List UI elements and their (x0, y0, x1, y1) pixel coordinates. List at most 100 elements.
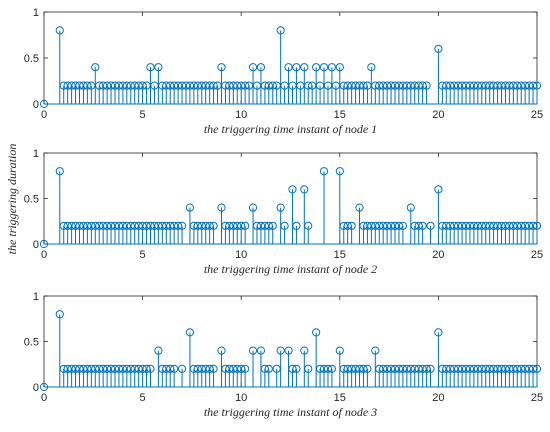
stem-marker (319, 63, 329, 72)
stem-marker (335, 346, 344, 355)
stem-marker (371, 346, 380, 355)
stem-marker (434, 328, 443, 337)
stem-marker (177, 364, 187, 373)
stem-marker (422, 81, 431, 90)
stem-marker (532, 221, 542, 230)
x-tick-label: 15 (334, 109, 346, 121)
stem-marker (217, 346, 226, 355)
x-tick-label: 25 (531, 109, 543, 121)
x-tick-label: 25 (531, 392, 543, 404)
x-tick-label: 25 (531, 249, 543, 261)
stem-marker (241, 221, 250, 230)
axes-box (43, 11, 538, 105)
stem-marker (55, 26, 64, 35)
stem-marker (146, 63, 155, 72)
x-tick-label: 0 (41, 109, 47, 121)
stem-marker (154, 63, 163, 72)
x-tick-label: 15 (334, 249, 346, 261)
stem-marker (55, 167, 64, 176)
stem-marker (300, 185, 309, 194)
stem-panel-2: 0 5 10 15 20 25 0 0.5 1 the triggering time insta… (24, 148, 543, 276)
stem-marker (209, 364, 218, 373)
stem-marker (177, 221, 187, 230)
x-tick-label: 20 (432, 249, 444, 261)
stem-panel-1: 0 5 10 15 20 25 0 0.5 1 the triggering time insta… (24, 7, 543, 136)
stem-marker (39, 99, 49, 109)
x-tick-label: 20 (432, 392, 444, 404)
stem-marker (39, 382, 49, 392)
stem-marker (327, 364, 337, 373)
stem-marker (292, 364, 301, 373)
y-tick-label: 0 (33, 99, 39, 111)
y-tick-label: 0.5 (24, 194, 39, 206)
stem-marker (355, 203, 364, 212)
stem-marker (264, 364, 273, 373)
y-tick-label: 0 (33, 382, 39, 394)
y-tick-label: 0.5 (24, 53, 39, 65)
stem-marker (434, 44, 443, 53)
stem-marker (248, 63, 258, 72)
stem-marker (241, 364, 250, 373)
stem-marker (256, 63, 266, 72)
stem-marker (154, 346, 163, 355)
stem-marker (276, 203, 285, 212)
stem-marker (55, 310, 64, 319)
stem-marker (300, 63, 309, 72)
stem-marker (426, 221, 435, 230)
x-tick-label: 20 (432, 109, 444, 121)
stem-marker (209, 221, 218, 230)
stem-marker (217, 203, 226, 212)
x-tick-label: 10 (235, 109, 247, 121)
stem-marker (284, 63, 293, 72)
stem-marker (532, 364, 542, 373)
stem-marker (185, 328, 195, 337)
stem-marker (146, 364, 155, 373)
stem-marker (292, 221, 301, 230)
axes-box (43, 295, 538, 388)
stem-marker (91, 63, 100, 72)
stem-marker (363, 364, 372, 373)
stem-marker (312, 328, 321, 337)
stem-marker (292, 63, 301, 72)
axes-box (43, 152, 538, 245)
stem-marker (418, 221, 427, 230)
x-tick-label: 0 (41, 249, 47, 261)
shared-y-axis-label: the triggering duration (5, 144, 19, 255)
stem-marker (304, 221, 313, 230)
x-axis-label: the triggering time instant of node 2 (204, 262, 377, 276)
stem-marker (248, 346, 258, 355)
stem-marker (276, 346, 285, 355)
stem-marker (170, 364, 179, 373)
x-tick-label: 5 (140, 109, 146, 121)
stem-marker (367, 63, 376, 72)
stem-marker (300, 346, 309, 355)
stem-marker (248, 203, 258, 212)
x-tick-label: 15 (334, 392, 346, 404)
stem-marker (319, 167, 329, 176)
stem-panel-3: 0 5 10 15 20 25 0 0.5 1 the triggering time insta… (24, 291, 543, 419)
y-tick-label: 1 (33, 148, 39, 160)
stem-marker (185, 203, 195, 212)
stem-marker (335, 63, 344, 72)
stem-marker (406, 203, 415, 212)
y-tick-label: 1 (33, 7, 39, 19)
stem-marker (284, 346, 293, 355)
x-axis-label: the triggering time instant of node 3 (204, 405, 377, 419)
stem-marker (280, 221, 289, 230)
x-tick-label: 0 (41, 392, 47, 404)
stem-marker (327, 63, 337, 72)
stem-marker (434, 185, 443, 194)
stem-marker (532, 81, 542, 90)
stem-marker (268, 221, 277, 230)
y-tick-label: 0.5 (24, 337, 39, 349)
x-tick-label: 10 (235, 249, 247, 261)
x-axis-label: the triggering time instant of node 1 (204, 122, 377, 136)
x-tick-label: 10 (235, 392, 247, 404)
stem-marker (39, 239, 49, 249)
stem-marker (347, 221, 356, 230)
stem-marker (288, 185, 297, 194)
stem-marker (426, 364, 435, 373)
stem-marker (304, 364, 313, 373)
stem-marker (217, 63, 226, 72)
